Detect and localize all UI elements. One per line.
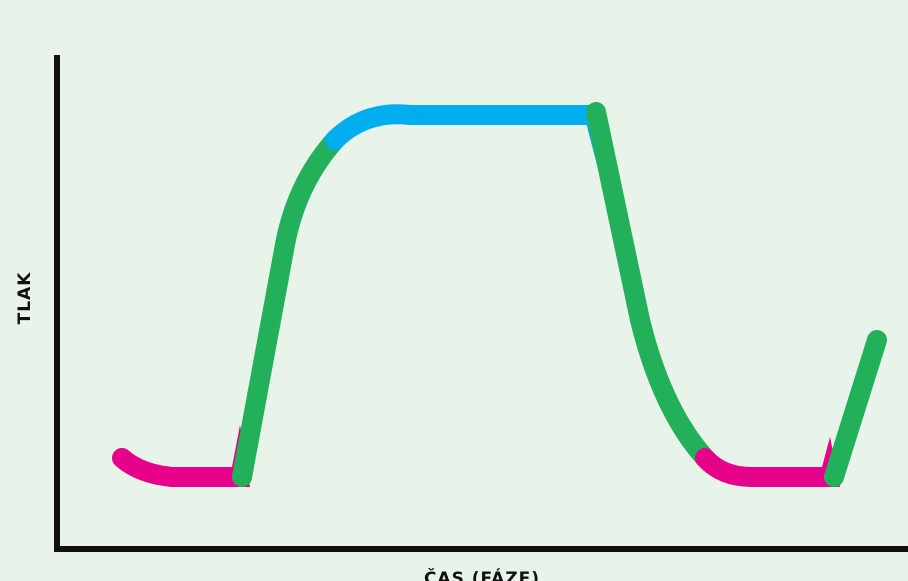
axes (54, 55, 908, 552)
curve-phase-4 (586, 102, 715, 468)
curve-phase-6 (824, 330, 887, 487)
y-axis-label: TLAK (15, 272, 35, 325)
curve-phase-5 (695, 448, 842, 487)
curve-phase-2 (232, 130, 345, 487)
x-axis-label: ČAS (FÁZE) (424, 567, 540, 581)
curve-phase-3 (325, 104, 602, 150)
curve-phase-1 (112, 448, 252, 487)
